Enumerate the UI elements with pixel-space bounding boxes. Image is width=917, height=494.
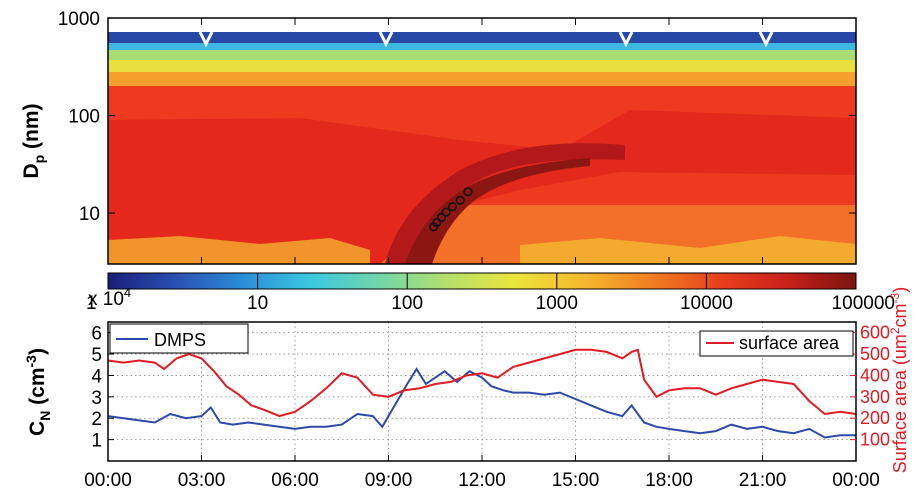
- heatmap-ytick-label: 100: [68, 107, 100, 128]
- growth-marker: [447, 202, 457, 212]
- line-ytick-label: 4: [91, 366, 102, 387]
- line-xtick-label: 15:00: [552, 470, 600, 491]
- heatmap-band-orange: [108, 72, 856, 86]
- colorbar: 1 10 100 1000 10000 100000: [86, 272, 895, 314]
- line-y2tick-label: 300: [860, 387, 890, 407]
- line-y2tick-label: 200: [860, 408, 890, 428]
- heatmap-low-size-yellow-left: [108, 236, 370, 264]
- line-y2tick-label: 400: [860, 365, 890, 385]
- growth-marker: [436, 212, 447, 223]
- legend-dmps-box: [109, 323, 249, 354]
- heatmap-band-green: [108, 50, 856, 60]
- colorbar-tick-label: 100: [391, 293, 423, 314]
- heatmap-ytick-label: 1000: [58, 9, 100, 30]
- growth-marker: [463, 187, 473, 197]
- line-xtick-label: 06:00: [271, 470, 319, 491]
- line-xtick-label: 12:00: [458, 470, 506, 491]
- heatmap-band-cyan: [108, 43, 856, 50]
- heatmap-xticks: [107, 18, 857, 264]
- line-xtick-label: 03:00: [178, 470, 226, 491]
- line-xtick-label: 21:00: [739, 470, 787, 491]
- dmps-line: [108, 367, 856, 439]
- line-xtick-label: 00:00: [84, 470, 132, 491]
- line-xtick-label: 00:00: [832, 470, 880, 491]
- colorbar-tick-label: 1: [86, 293, 97, 314]
- heatmap-ytick-label: 10: [79, 204, 100, 225]
- heatmap-banana-growth: [385, 143, 625, 264]
- line-plot-xticks: 00:00 03:00 06:00 09:00 12:00 15:00 18:00 21:00…: [84, 455, 880, 491]
- surface-area-line: [108, 348, 856, 418]
- line-ytick-label: 2: [91, 409, 102, 430]
- colorbar-bar: [107, 272, 857, 290]
- line-plot-ylabel: CN (cm-3): [23, 348, 53, 436]
- colorbar-tick-label: 100000: [832, 293, 895, 314]
- line-ytick-label: 1: [91, 431, 102, 452]
- legend-dmps: DMPS: [109, 323, 249, 354]
- line-ytick-label: 5: [91, 345, 102, 366]
- line-ytick-label: 3: [91, 388, 102, 409]
- growth-markers: [429, 187, 473, 232]
- heatmap-edge-artifacts: [198, 31, 774, 48]
- heatmap-band-blue: [108, 32, 856, 43]
- legend-surface-area: surface area: [699, 330, 854, 357]
- heatmap-low-size-yellow-right: [520, 236, 856, 264]
- colorbar-tick-label: 1000: [536, 293, 578, 314]
- size-distribution-heatmap: 1000 100 10 Dp (nm): [20, 9, 857, 265]
- line-y2tick-label: 100: [860, 430, 890, 450]
- colorbar-tick-label: 10: [247, 293, 268, 314]
- growth-marker: [441, 207, 451, 217]
- growth-marker: [432, 217, 442, 228]
- colorbar-tick-label: 10000: [680, 293, 733, 314]
- line-plot-y2label: Surface area (um2cm-3): [888, 287, 910, 473]
- line-xtick-label: 09:00: [365, 470, 413, 491]
- line-ytick-label: 6: [91, 324, 102, 345]
- legend-dmps-label: DMPS: [154, 330, 206, 350]
- line-plot-grid: [108, 322, 856, 461]
- colorbar-ticks: 1 10 100 1000 10000 100000: [86, 273, 895, 314]
- heatmap-yticks: 1000 100 10: [58, 9, 856, 225]
- line-xtick-label: 18:00: [645, 470, 693, 491]
- heatmap-band-yellow: [108, 60, 856, 72]
- line-y2tick-label: 600: [860, 323, 890, 343]
- growth-marker: [455, 195, 465, 205]
- line-y2tick-label: 500: [860, 344, 890, 364]
- multiplier-label: x 104: [88, 285, 131, 310]
- heatmap-ylabel: Dp (nm): [20, 103, 47, 178]
- legend-surface-area-label: surface area: [739, 333, 840, 353]
- heatmap-body: [108, 18, 856, 264]
